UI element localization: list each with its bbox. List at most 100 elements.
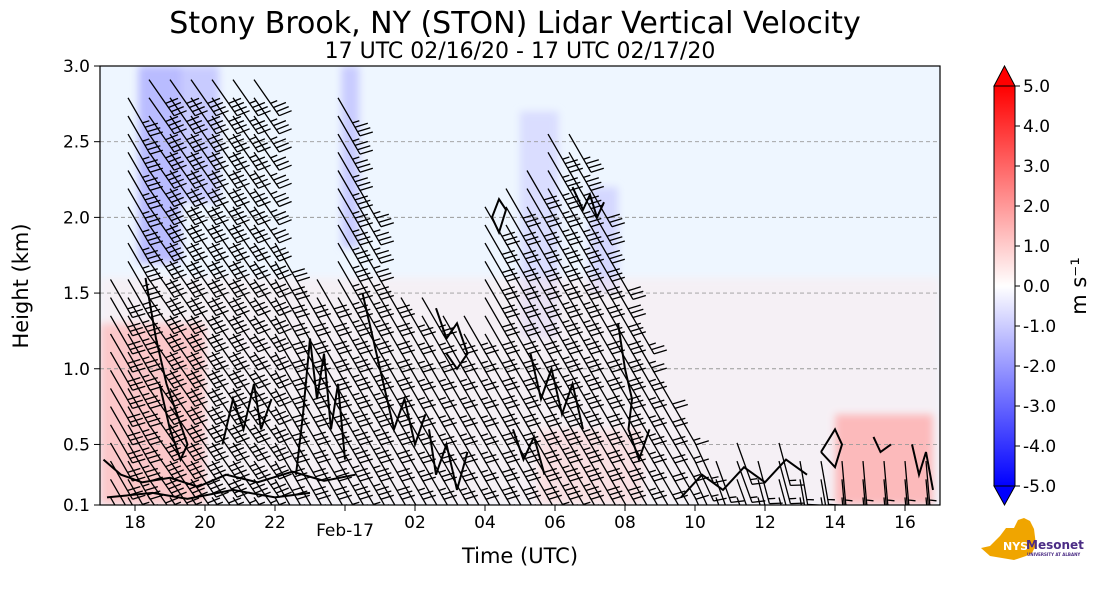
wind-barb: [442, 388, 478, 428]
wind-barb: [421, 369, 457, 410]
wind-barb: [589, 315, 625, 355]
wind-barb: [652, 424, 688, 464]
y-tick-label: 2.5: [63, 133, 90, 153]
wind-barb: [379, 369, 415, 410]
wind-barb: [589, 188, 625, 228]
wind-barb: [484, 424, 520, 464]
wind-barb: [337, 188, 373, 228]
wind-barb: [358, 279, 394, 319]
chart-title: Stony Brook, NY (STON) Lidar Vertical Ve…: [169, 6, 860, 41]
wind-barb: [526, 206, 562, 246]
wind-barb: [526, 460, 562, 500]
wind-barb: [295, 460, 331, 500]
chart-subtitle: 17 UTC 02/16/20 - 17 UTC 02/17/20: [325, 39, 716, 64]
wind-barb: [295, 424, 331, 464]
wind-barb: [547, 388, 583, 428]
wind-barb: [673, 497, 680, 505]
wind-barb: [421, 333, 457, 373]
colorbar-tick-label: 1.0: [1023, 237, 1050, 257]
wind-barb: [253, 260, 292, 298]
wind-barb: [316, 388, 352, 428]
wind-barb: [253, 369, 292, 407]
wind-barb: [610, 333, 646, 373]
wind-barb: [400, 315, 436, 355]
wind-barb: [442, 315, 478, 355]
wind-barb: [358, 460, 394, 500]
contour-line: [872, 436, 892, 454]
wind-barb: [316, 460, 352, 500]
wind-barb: [253, 406, 292, 444]
wind-barb: [547, 170, 583, 210]
wind-barb: [127, 478, 158, 505]
wind-barb: [673, 460, 709, 500]
wind-barb: [505, 442, 541, 482]
wind-barb: [568, 333, 604, 373]
wind-barb: [610, 478, 641, 505]
x-tick-label: 06: [544, 513, 566, 533]
wind-barb: [715, 479, 727, 505]
wind-barb: [505, 406, 541, 446]
wind-barb: [526, 170, 562, 210]
wind-barb: [589, 297, 625, 337]
wind-barb: [421, 351, 457, 391]
wind-barb: [253, 442, 292, 480]
wind-barb: [715, 460, 745, 504]
wind-barb: [127, 315, 163, 355]
wind-barb: [379, 424, 415, 464]
wind-barb: [337, 442, 373, 482]
wind-barb: [421, 478, 438, 505]
wind-barb: [274, 388, 310, 428]
wind-barb: [547, 151, 583, 192]
wind-barb: [568, 133, 604, 173]
wind-barb: [421, 315, 457, 355]
x-tick-label: 12: [754, 513, 776, 533]
wind-barb: [127, 460, 163, 500]
wind-barb: [127, 115, 163, 155]
wind-barb: [526, 333, 562, 373]
wind-barb: [127, 97, 163, 137]
wind-barb: [337, 115, 373, 155]
colorbar-tick-label: -4.0: [1023, 437, 1056, 457]
wind-barb: [568, 170, 604, 210]
wind-barb: [484, 279, 520, 319]
wind-barb: [694, 497, 700, 505]
colorbar-tick-label: -2.0: [1023, 357, 1056, 377]
wind-barb: [127, 170, 163, 210]
wind-barb: [253, 188, 292, 226]
wind-barb: [400, 351, 436, 391]
y-tick-label: 0.1: [63, 496, 90, 516]
wind-barb: [526, 297, 562, 337]
wind-barb: [568, 315, 604, 355]
wind-barb: [316, 369, 352, 410]
wind-barb: [547, 260, 583, 301]
wind-barb: [274, 297, 310, 337]
wind-barb: [253, 151, 292, 189]
wind-barb: [400, 333, 436, 373]
wind-barb: [526, 388, 562, 428]
wind-barb: [484, 351, 520, 391]
wind-barb: [463, 388, 499, 428]
wind-barb: [442, 442, 478, 482]
wind-barb: [337, 279, 373, 319]
wind-barb: [568, 351, 604, 391]
wind-barb: [253, 333, 292, 371]
x-tick-label: 22: [264, 513, 286, 533]
wind-barb: [337, 333, 373, 373]
wind-barb: [274, 242, 310, 282]
colorbar-tick-label: 3.0: [1023, 157, 1050, 177]
wind-barb: [589, 242, 625, 282]
wind-barb: [568, 442, 604, 482]
wind-barb: [925, 479, 929, 505]
wind-barb: [127, 369, 163, 410]
wind-barb: [337, 388, 373, 428]
wind-barb: [568, 151, 604, 192]
wind-barb: [925, 461, 937, 505]
wind-barb: [316, 279, 352, 319]
wind-barb: [337, 351, 373, 391]
y-tick-label: 0.5: [63, 435, 90, 455]
wind-barb: [127, 279, 163, 319]
wind-barb: [442, 406, 478, 446]
wind-barb: [904, 479, 908, 505]
wind-barb: [400, 442, 436, 482]
wind-barb: [295, 406, 331, 446]
